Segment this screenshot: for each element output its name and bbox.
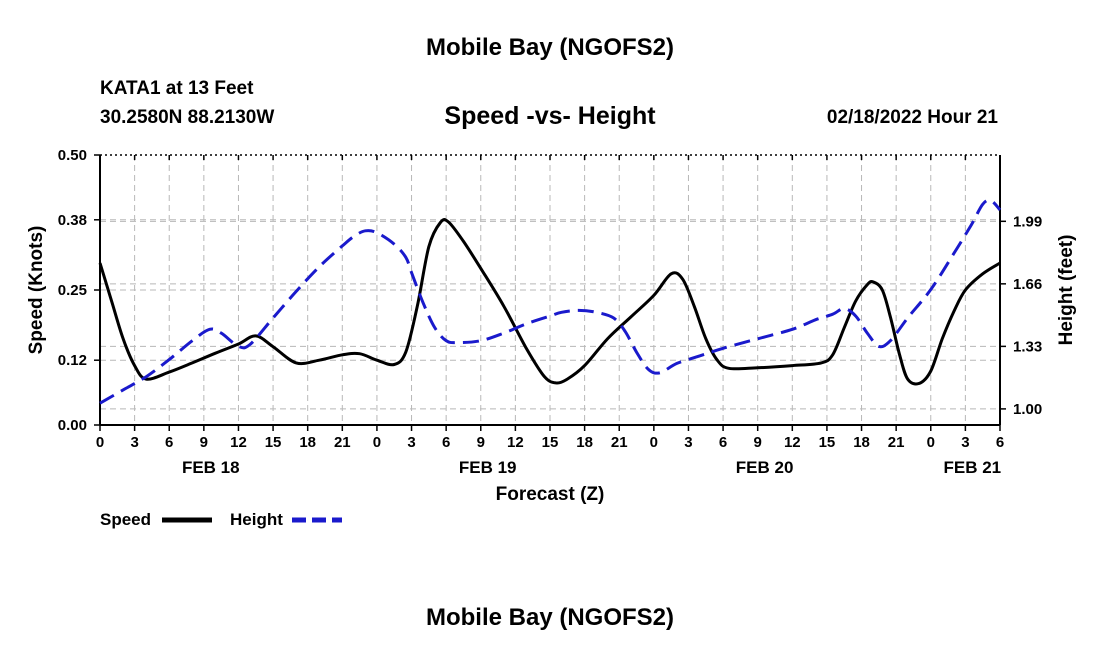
date-label: FEB 21 <box>943 458 1001 477</box>
y2-tick-label: 1.99 <box>1013 213 1042 230</box>
date-label: FEB 20 <box>736 458 794 477</box>
x-tick-label: 9 <box>477 434 485 451</box>
station-label: KATA1 at 13 Feet <box>100 78 254 99</box>
footer-title: Mobile Bay (NGOFS2) <box>426 604 674 631</box>
legend-speed-label: Speed <box>100 510 151 529</box>
x-tick-label: 18 <box>853 434 870 451</box>
y-axis-label-right: Height (feet) <box>1056 235 1077 346</box>
x-tick-label: 0 <box>927 434 935 451</box>
x-tick-label: 6 <box>719 434 727 451</box>
x-tick-label: 9 <box>754 434 762 451</box>
x-tick-label: 12 <box>230 434 247 451</box>
x-axis-label: Forecast (Z) <box>496 484 605 505</box>
x-tick-label: 21 <box>334 434 351 451</box>
x-tick-label: 18 <box>576 434 593 451</box>
forecast-timestamp: 02/18/2022 Hour 21 <box>827 107 999 128</box>
series-line-height <box>99 198 1002 405</box>
chart-subtitle: Speed -vs- Height <box>444 102 656 130</box>
x-tick-label: 0 <box>96 434 104 451</box>
x-tick-label: 21 <box>888 434 905 451</box>
x-tick-label: 3 <box>130 434 138 451</box>
x-tick-label: 12 <box>784 434 801 451</box>
legend-height-label: Height <box>230 510 283 529</box>
y-tick-label: 0.12 <box>58 352 87 369</box>
x-tick-label: 12 <box>507 434 524 451</box>
x-tick-label: 6 <box>996 434 1004 451</box>
y-tick-label: 0.25 <box>58 282 87 299</box>
x-tick-label: 6 <box>442 434 450 451</box>
date-label: FEB 18 <box>182 458 240 477</box>
date-label: FEB 19 <box>459 458 517 477</box>
x-tick-label: 3 <box>961 434 969 451</box>
y2-tick-label: 1.33 <box>1013 338 1042 355</box>
x-tick-label: 21 <box>611 434 628 451</box>
tick-labels: 0 3 6 9 12 15 18 21 0 3 6 9 12 15 18 21 0 3 6 9 12 15 18 21 0 3 6F… <box>58 147 1042 477</box>
y-tick-label: 0.50 <box>58 147 87 164</box>
grid-lines <box>100 154 1000 425</box>
station-coords: 30.2580N 88.2130W <box>100 107 274 128</box>
x-tick-label: 6 <box>165 434 173 451</box>
x-tick-label: 3 <box>684 434 692 451</box>
y-axis-label-left: Speed (Knots) <box>26 226 47 355</box>
x-tick-label: 0 <box>650 434 658 451</box>
legend: Speed Height <box>100 510 342 529</box>
series-line-speed <box>98 218 1001 386</box>
x-tick-label: 15 <box>542 434 559 451</box>
x-tick-label: 0 <box>373 434 381 451</box>
x-tick-label: 15 <box>819 434 836 451</box>
main-title: Mobile Bay (NGOFS2) <box>426 34 674 61</box>
x-tick-label: 15 <box>265 434 282 451</box>
y-tick-label: 0.00 <box>58 417 87 434</box>
axes <box>94 154 1006 431</box>
x-tick-label: 3 <box>407 434 415 451</box>
y2-tick-label: 1.66 <box>1013 276 1042 293</box>
y-tick-label: 0.38 <box>58 212 87 229</box>
x-tick-label: 9 <box>200 434 208 451</box>
y2-tick-label: 1.00 <box>1013 401 1042 418</box>
x-tick-label: 18 <box>299 434 316 451</box>
data-series <box>98 198 1002 405</box>
